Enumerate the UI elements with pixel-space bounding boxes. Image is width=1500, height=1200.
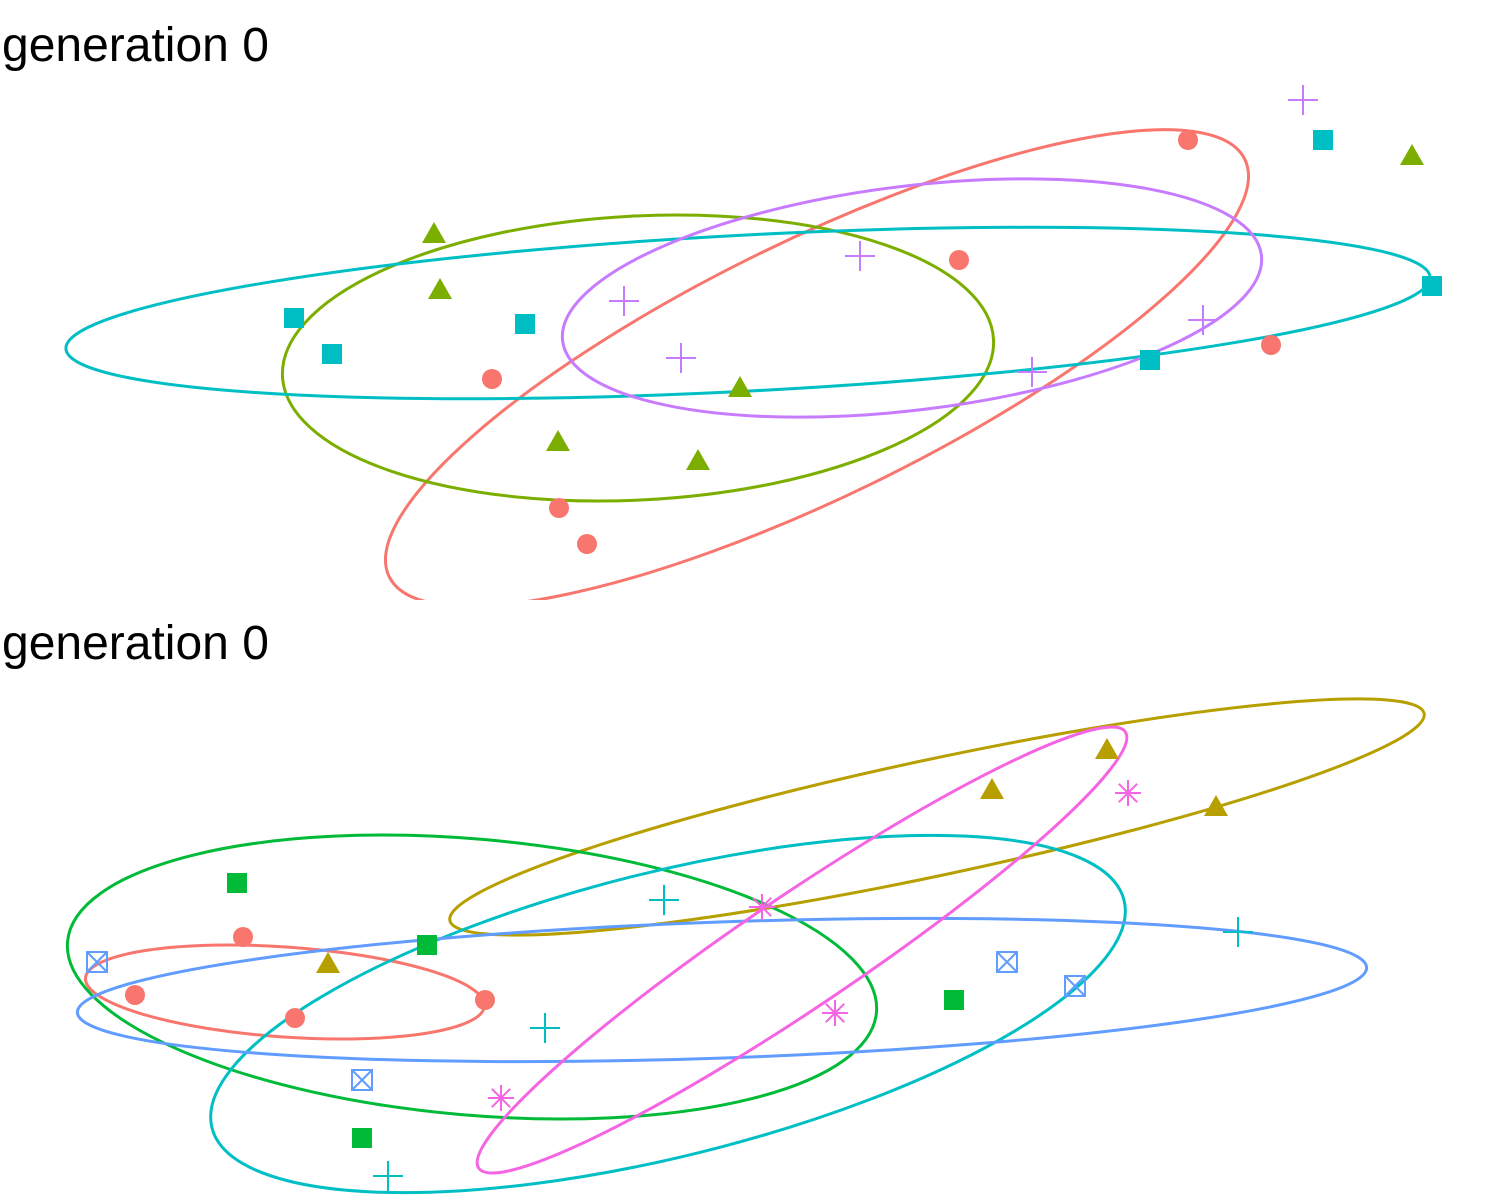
point-triangle-3 [316, 952, 340, 973]
point-asterisk-3 [488, 1085, 514, 1111]
point-plus-0 [649, 885, 679, 915]
point-circle-3 [475, 990, 495, 1010]
chart-panel-top: generation 0 [2, 19, 1442, 600]
point-asterisk-0 [1115, 780, 1141, 806]
point-plus-4 [1188, 305, 1218, 335]
point-plus-3 [666, 343, 696, 373]
point-square-0 [1313, 130, 1333, 150]
ellipse-plus [209, 833, 1127, 1195]
point-circle-5 [577, 534, 597, 554]
point-square-x-0 [86, 951, 108, 973]
point-circle-1 [125, 985, 145, 1005]
point-square-1 [1422, 276, 1442, 296]
point-square-2 [284, 308, 304, 328]
point-plus-1 [845, 241, 875, 271]
point-square-2 [944, 990, 964, 1010]
point-triangle-4 [686, 449, 710, 470]
point-triangle-0 [1095, 738, 1119, 759]
point-square-3 [322, 344, 342, 364]
point-plus-2 [609, 286, 639, 316]
point-square-1 [417, 935, 437, 955]
point-circle-3 [482, 369, 502, 389]
point-square-3 [352, 1128, 372, 1148]
scatter-plot-top [64, 85, 1442, 600]
point-plus-3 [373, 1161, 403, 1191]
point-square-x-3 [351, 1069, 373, 1091]
point-triangle-1 [428, 278, 452, 299]
point-circle-1 [949, 250, 969, 270]
ellipse-square [65, 833, 879, 1121]
ellipse-square-x [75, 916, 1369, 1064]
point-triangle-3 [546, 430, 570, 451]
point-circle-2 [1261, 335, 1281, 355]
point-circle-2 [285, 1008, 305, 1028]
point-asterisk-2 [822, 1000, 848, 1026]
point-plus-1 [1223, 917, 1253, 947]
point-plus-2 [530, 1013, 560, 1043]
ellipse-triangle [280, 213, 996, 503]
chart-title-bottom: generation 0 [2, 617, 269, 670]
point-plus-0 [1288, 85, 1318, 115]
point-circle-4 [549, 498, 569, 518]
chart-panel-bottom: generation 0 [0, 600, 1500, 1200]
ellipse-asterisk [475, 725, 1129, 1175]
point-triangle-2 [1204, 795, 1228, 816]
point-square-0 [227, 873, 247, 893]
ellipse-plus [560, 177, 1264, 419]
point-triangle-0 [422, 222, 446, 243]
point-circle-0 [233, 927, 253, 947]
point-plus-5 [1017, 357, 1047, 387]
ellipse-circle [384, 128, 1250, 600]
point-triangle-2 [728, 376, 752, 397]
scatter-plot-bottom [65, 697, 1426, 1195]
point-asterisk-1 [749, 894, 775, 920]
ellipse-triangle [448, 697, 1426, 937]
point-square-5 [1140, 350, 1160, 370]
point-square-4 [515, 314, 535, 334]
chart-title-top: generation 0 [2, 19, 269, 72]
point-square-x-2 [1064, 975, 1086, 997]
point-square-x-1 [996, 951, 1018, 973]
point-circle-0 [1178, 130, 1198, 150]
point-triangle-5 [1400, 144, 1424, 165]
point-triangle-1 [980, 778, 1004, 799]
